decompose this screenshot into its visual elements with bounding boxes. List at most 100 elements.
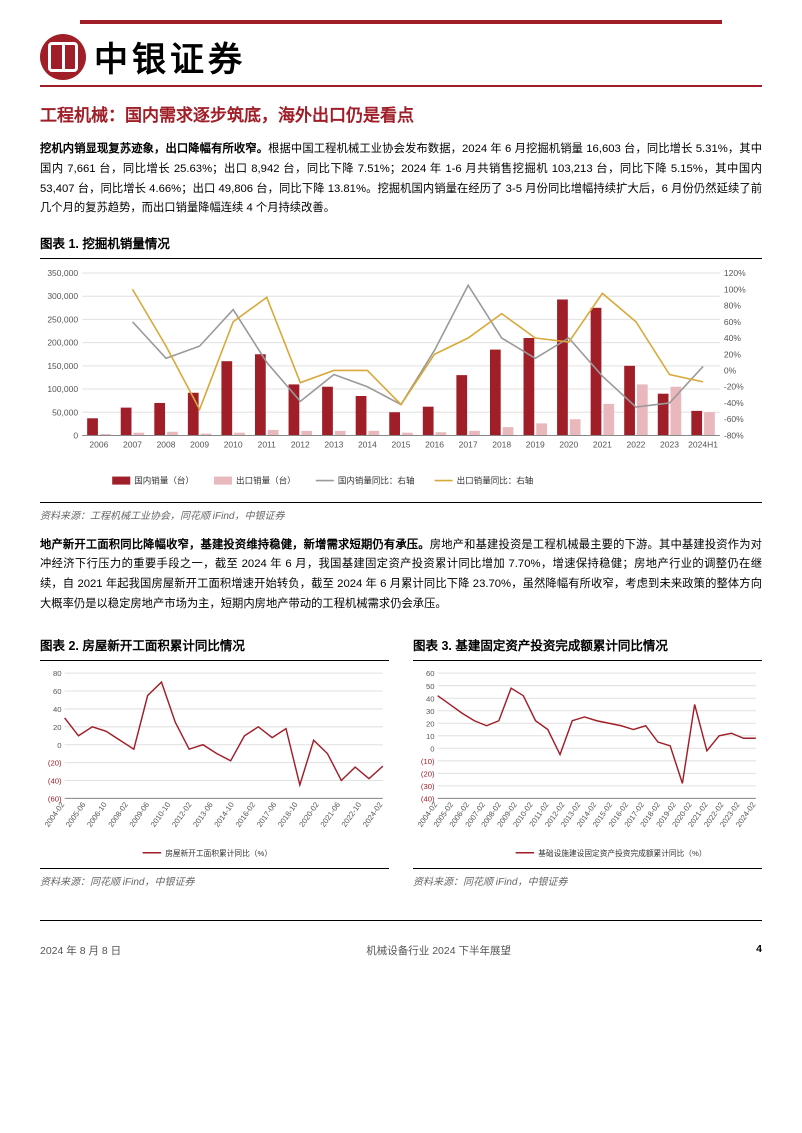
- svg-text:2021-06: 2021-06: [318, 800, 342, 828]
- svg-text:2015: 2015: [392, 440, 411, 450]
- svg-text:20: 20: [53, 723, 62, 732]
- fig3-container: (40)(30)(20)(10)01020304050602004-022005…: [413, 660, 762, 869]
- svg-text:120%: 120%: [724, 268, 746, 278]
- svg-text:40: 40: [426, 694, 435, 703]
- svg-text:10: 10: [426, 732, 435, 741]
- svg-text:80%: 80%: [724, 301, 741, 311]
- fig2-container: (60)(40)(20)0204060802004-022005-062006-…: [40, 660, 389, 869]
- fig3-chart: (40)(30)(20)(10)01020304050602004-022005…: [413, 667, 762, 862]
- svg-text:2017-06: 2017-06: [255, 800, 279, 828]
- svg-text:0: 0: [57, 741, 61, 750]
- footer-page: 4: [756, 943, 762, 958]
- svg-text:100%: 100%: [724, 284, 746, 294]
- svg-text:50: 50: [426, 682, 435, 691]
- svg-text:2018: 2018: [492, 440, 511, 450]
- svg-text:2014: 2014: [358, 440, 377, 450]
- svg-text:(40): (40): [48, 776, 62, 785]
- svg-text:2022: 2022: [626, 440, 645, 450]
- svg-text:(10): (10): [421, 757, 435, 766]
- fig2-title: 图表 2. 房屋新开工面积累计同比情况: [40, 635, 389, 654]
- svg-text:房屋新开工面积累计同比（%）: 房屋新开工面积累计同比（%）: [165, 848, 272, 858]
- svg-text:(30): (30): [421, 782, 435, 791]
- svg-text:2024H1: 2024H1: [688, 440, 718, 450]
- fig1-source: 资料来源：工程机械工业协会，同花顺 iFind，中银证券: [40, 507, 762, 522]
- svg-text:2006-10: 2006-10: [85, 800, 109, 828]
- fig1-title: 图表 1. 挖掘机销量情况: [40, 233, 762, 252]
- svg-text:2018-10: 2018-10: [276, 800, 300, 828]
- svg-text:2008-02: 2008-02: [106, 800, 130, 828]
- svg-text:20%: 20%: [724, 349, 741, 359]
- svg-text:-80%: -80%: [724, 431, 744, 441]
- svg-text:2008: 2008: [157, 440, 176, 450]
- svg-text:2007: 2007: [123, 440, 142, 450]
- svg-text:2013-06: 2013-06: [191, 800, 215, 828]
- para1-bold: 挖机内销显现复苏迹象，出口降幅有所收窄。: [40, 143, 268, 155]
- svg-text:-20%: -20%: [724, 382, 744, 392]
- svg-text:2010: 2010: [224, 440, 243, 450]
- svg-text:国内销量同比：右轴: 国内销量同比：右轴: [338, 476, 415, 486]
- svg-text:(20): (20): [421, 769, 435, 778]
- svg-text:2012: 2012: [291, 440, 310, 450]
- svg-text:0: 0: [73, 431, 78, 441]
- svg-text:150,000: 150,000: [47, 361, 78, 371]
- svg-text:2020-02: 2020-02: [297, 800, 321, 828]
- svg-text:350,000: 350,000: [47, 268, 78, 278]
- svg-text:2009-06: 2009-06: [128, 800, 152, 828]
- logo-icon: [40, 34, 86, 80]
- svg-text:2014-10: 2014-10: [212, 800, 236, 828]
- svg-text:2016: 2016: [425, 440, 444, 450]
- svg-text:2016-02: 2016-02: [234, 800, 258, 828]
- svg-text:2020: 2020: [559, 440, 578, 450]
- svg-text:200,000: 200,000: [47, 338, 78, 348]
- header: 中银证券: [40, 32, 762, 81]
- svg-text:30: 30: [426, 707, 435, 716]
- svg-text:60%: 60%: [724, 317, 741, 327]
- svg-text:60: 60: [53, 687, 62, 696]
- header-divider: [40, 85, 762, 87]
- svg-text:0: 0: [430, 744, 434, 753]
- svg-text:40%: 40%: [724, 333, 741, 343]
- svg-text:出口销量同比：右轴: 出口销量同比：右轴: [457, 476, 534, 486]
- footer-divider: [40, 920, 762, 921]
- svg-text:20: 20: [426, 719, 435, 728]
- svg-text:2010-10: 2010-10: [149, 800, 173, 828]
- svg-text:2021: 2021: [593, 440, 612, 450]
- footer-date: 2024 年 8 月 8 日: [40, 943, 121, 958]
- fig3-source: 资料来源：同花顺 iFind，中银证券: [413, 873, 762, 888]
- brand: 中银证券: [94, 32, 246, 81]
- svg-text:2023: 2023: [660, 440, 679, 450]
- svg-text:2005-06: 2005-06: [64, 800, 88, 828]
- svg-text:-40%: -40%: [724, 398, 744, 408]
- svg-text:0%: 0%: [724, 366, 737, 376]
- svg-text:2019: 2019: [526, 440, 545, 450]
- svg-text:60: 60: [426, 669, 435, 678]
- svg-text:2017: 2017: [459, 440, 478, 450]
- svg-text:250,000: 250,000: [47, 315, 78, 325]
- footer: 2024 年 8 月 8 日 机械设备行业 2024 下半年展望 4: [40, 939, 762, 958]
- svg-text:2024-02: 2024-02: [361, 800, 385, 828]
- svg-text:-60%: -60%: [724, 414, 744, 424]
- svg-text:80: 80: [53, 669, 62, 678]
- svg-text:40: 40: [53, 705, 62, 714]
- fig2-chart: (60)(40)(20)0204060802004-022005-062006-…: [40, 667, 389, 862]
- fig3-title: 图表 3. 基建固定资产投资完成额累计同比情况: [413, 635, 762, 654]
- svg-text:50,000: 50,000: [52, 407, 78, 417]
- paragraph-1: 挖机内销显现复苏迹象，出口降幅有所收窄。根据中国工程机械工业协会发布数据，202…: [40, 140, 762, 219]
- svg-text:基础设施建设固定资产投资完成额累计同比（%）: 基础设施建设固定资产投资完成额累计同比（%）: [538, 848, 706, 858]
- section-title: 工程机械：国内需求逐步筑底，海外出口仍是看点: [40, 101, 762, 126]
- svg-text:2013: 2013: [324, 440, 343, 450]
- fig1-container: 0 50,000 100,000 150,000 200,000 250,000 300,0…: [40, 258, 762, 503]
- svg-text:300,000: 300,000: [47, 291, 78, 301]
- svg-text:2004-02: 2004-02: [43, 800, 67, 828]
- fig2-source: 资料来源：同花顺 iFind，中银证券: [40, 873, 389, 888]
- svg-text:100,000: 100,000: [47, 384, 78, 394]
- svg-text:2012-02: 2012-02: [170, 800, 194, 828]
- svg-text:国内销量（台）: 国内销量（台）: [134, 476, 194, 486]
- svg-text:(20): (20): [48, 758, 62, 767]
- top-border: [80, 20, 722, 24]
- svg-text:2006: 2006: [89, 440, 108, 450]
- svg-text:出口销量（台）: 出口销量（台）: [236, 476, 296, 486]
- footer-title: 机械设备行业 2024 下半年展望: [366, 943, 511, 958]
- svg-text:2011: 2011: [258, 440, 277, 450]
- paragraph-2: 地产新开工面积同比降幅收窄，基建投资维持稳健，新增需求短期仍有承压。房地产和基建…: [40, 536, 762, 615]
